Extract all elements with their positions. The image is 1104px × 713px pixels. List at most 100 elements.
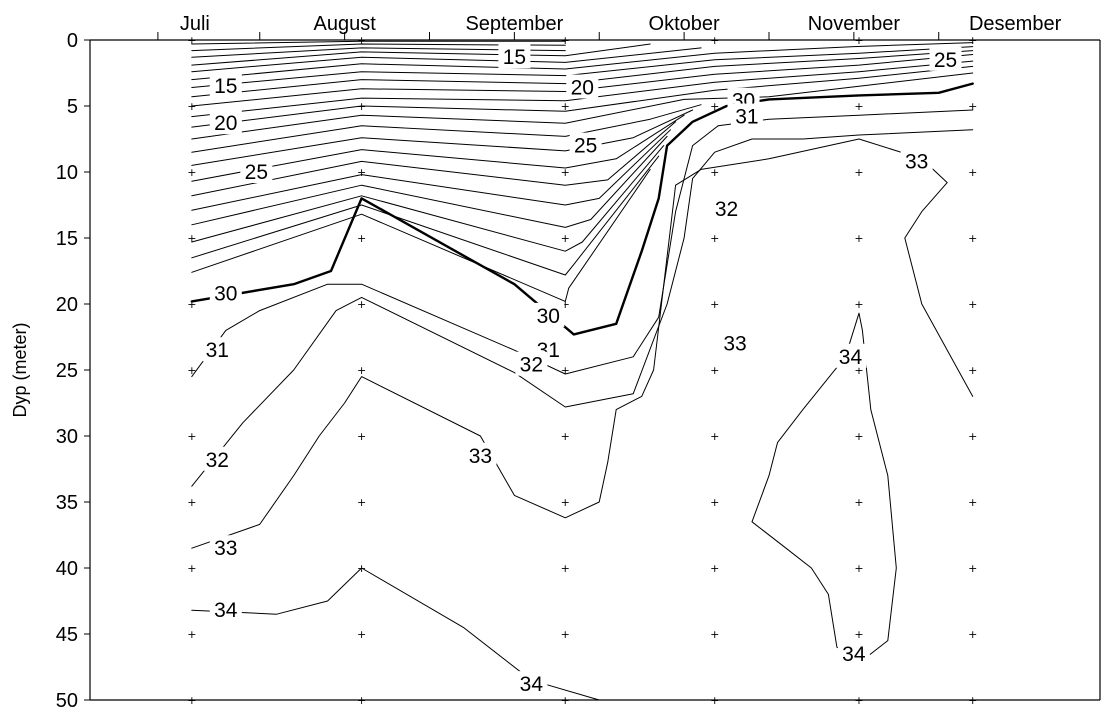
- sample-point: +: [561, 232, 570, 245]
- contour-label: 30: [214, 282, 237, 305]
- contour-label-bg: [900, 148, 933, 173]
- sample-point: +: [710, 628, 719, 641]
- contour-line: [751, 312, 897, 661]
- contour-label-bg: [201, 446, 234, 471]
- sample-point: +: [968, 298, 977, 311]
- sample-point: +: [854, 100, 863, 113]
- sample-point: +: [854, 628, 863, 641]
- contour-label: 32: [520, 354, 543, 377]
- contour-label-bg: [209, 73, 242, 98]
- sample-point: +: [710, 562, 719, 575]
- month-label: August: [313, 13, 376, 35]
- sample-point: +: [187, 562, 196, 575]
- contour-label-bg: [730, 103, 763, 128]
- sample-point: +: [854, 298, 863, 311]
- sample-point: +: [561, 562, 570, 575]
- contour-label: 20: [571, 77, 594, 100]
- sample-point: +: [357, 166, 366, 179]
- contour-label: 34: [520, 673, 544, 696]
- contour-label: 33: [723, 333, 746, 356]
- contour-label: 20: [214, 112, 237, 135]
- sample-point: +: [561, 496, 570, 509]
- month-label: Oktober: [649, 13, 720, 35]
- contour-line: [191, 42, 974, 81]
- contour-line: [191, 43, 566, 52]
- contour-label: 25: [245, 161, 268, 184]
- contour-label-bg: [498, 44, 531, 69]
- contour-line: [191, 138, 974, 549]
- contour-label-bg: [532, 302, 565, 327]
- contour-label: 33: [905, 150, 928, 173]
- y-tick-label: 5: [67, 96, 78, 118]
- contour-label: 30: [537, 305, 560, 328]
- sample-point: +: [968, 100, 977, 113]
- month-label: September: [465, 13, 563, 35]
- sample-point: +: [710, 298, 719, 311]
- contour-label: 31: [735, 106, 758, 129]
- contour-label-bg: [515, 351, 548, 376]
- y-tick-label: 35: [56, 492, 78, 514]
- contour-line: [191, 43, 651, 66]
- y-tick-label: 40: [56, 558, 78, 580]
- sample-point: +: [357, 298, 366, 311]
- month-label: November: [808, 13, 901, 35]
- y-tick-label: 50: [56, 690, 78, 712]
- sample-point: +: [968, 166, 977, 179]
- contour-line: [191, 47, 566, 58]
- sample-point: +: [187, 628, 196, 641]
- sample-point: +: [187, 298, 196, 311]
- contour-label: 15: [503, 46, 526, 69]
- contour-label: 15: [214, 75, 237, 98]
- axes-layer: 0 5 10 15 20 25 30 35 40 45 50 Juli August September O…: [56, 13, 1101, 712]
- sample-point: +: [710, 232, 719, 245]
- contour-line: [191, 135, 668, 228]
- y-tick-label: 25: [56, 360, 78, 382]
- contour-label-bg: [837, 640, 870, 665]
- y-axis-title: Dyp (meter): [10, 322, 30, 417]
- contour-label-bg: [566, 74, 599, 99]
- contour-label: 34: [842, 643, 866, 666]
- sample-point: +: [968, 496, 977, 509]
- sample-point: +: [854, 496, 863, 509]
- y-tick-label: 10: [56, 162, 78, 184]
- contour-line: [191, 60, 974, 118]
- contour-label-bg: [929, 46, 962, 71]
- contour-label: 32: [715, 198, 738, 221]
- sample-point: +: [187, 430, 196, 443]
- sample-point: +: [561, 364, 570, 377]
- contour-line: [191, 168, 651, 302]
- contour-line: [191, 129, 974, 487]
- contour-label-bg: [515, 671, 548, 696]
- contour-label: 34: [214, 599, 238, 622]
- sample-point: +: [357, 496, 366, 509]
- sample-point: +: [968, 430, 977, 443]
- contour-label-bg: [569, 132, 602, 157]
- sample-point: +: [854, 232, 863, 245]
- sample-point: +: [710, 166, 719, 179]
- contour-label-bg: [710, 195, 743, 220]
- contour-line: [191, 121, 677, 197]
- sample-point: +: [187, 100, 196, 113]
- y-tick-label: 0: [67, 30, 78, 52]
- contour-label-bg: [209, 535, 242, 560]
- sample-point: +: [968, 628, 977, 641]
- contour-label-bg: [834, 343, 867, 368]
- contour-label: 32: [206, 449, 229, 472]
- sample-point: +: [357, 430, 366, 443]
- contour-label-bg: [201, 337, 234, 362]
- sample-point: +: [357, 232, 366, 245]
- y-tick-label: 30: [56, 426, 78, 448]
- contour-label-bg: [209, 280, 242, 305]
- contour-line: [191, 145, 665, 252]
- contour-label: 34: [839, 346, 863, 369]
- sample-point: +: [710, 100, 719, 113]
- month-label: Juli: [180, 13, 210, 35]
- sample-point: +: [710, 430, 719, 443]
- contour-line: [191, 114, 685, 182]
- contour-label-bg: [719, 330, 752, 355]
- contour-line: [191, 40, 566, 45]
- sample-point: +: [357, 364, 366, 377]
- contour-line: [191, 72, 974, 140]
